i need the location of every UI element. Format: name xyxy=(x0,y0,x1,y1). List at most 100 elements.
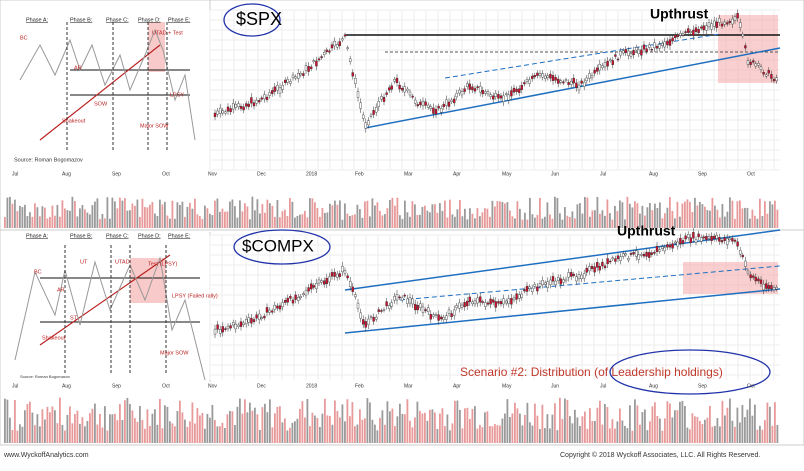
candle xyxy=(471,301,474,305)
volume-bar xyxy=(76,216,79,228)
candle xyxy=(505,300,508,304)
candle xyxy=(767,285,770,289)
scenario: Scenario #2: Distribution (of Leadership… xyxy=(460,365,723,379)
month-label: Aug xyxy=(649,171,658,177)
volume-bar xyxy=(581,416,584,443)
volume-bar xyxy=(321,208,324,228)
volume-bar xyxy=(509,210,511,228)
volume-bar xyxy=(739,200,741,228)
candle xyxy=(531,287,534,292)
volume-bar xyxy=(31,216,34,228)
volume-bar xyxy=(19,424,21,443)
candle xyxy=(588,73,591,79)
volume-bar xyxy=(374,424,376,443)
volume-bar xyxy=(399,403,401,443)
volume-bar xyxy=(349,215,351,228)
volume-bar xyxy=(746,207,749,228)
candle xyxy=(429,313,432,320)
candle xyxy=(689,31,692,33)
volume-bar xyxy=(451,423,454,443)
candle xyxy=(648,44,651,48)
volume-bar xyxy=(501,201,504,228)
candle xyxy=(624,49,627,54)
candle xyxy=(715,234,718,239)
candle xyxy=(450,313,453,318)
volume-bar xyxy=(474,218,476,228)
candle xyxy=(653,42,656,49)
volume-bar xyxy=(334,200,336,228)
candle xyxy=(637,254,640,260)
volume-bar xyxy=(536,415,539,443)
candle xyxy=(611,257,614,260)
volume-bar xyxy=(509,417,511,443)
candle xyxy=(741,254,744,258)
candle xyxy=(762,283,765,291)
volume-bar xyxy=(551,414,554,443)
candle xyxy=(668,39,672,46)
candle xyxy=(616,255,620,260)
volume-bar xyxy=(396,416,399,443)
candle xyxy=(562,81,565,84)
volume-bar xyxy=(346,399,349,443)
volume-bar xyxy=(166,406,169,443)
volume-bar xyxy=(204,428,206,443)
volume-bar xyxy=(579,203,581,228)
volume-bar xyxy=(679,401,681,443)
month-label: Jun xyxy=(551,383,559,389)
candle xyxy=(455,92,458,98)
volume-bar xyxy=(606,407,609,443)
volume-bar xyxy=(94,201,96,228)
volume-bar xyxy=(284,209,286,228)
volume-bar xyxy=(69,406,71,443)
volume-bar xyxy=(464,208,466,228)
candle xyxy=(221,326,225,333)
volume-bar xyxy=(599,213,601,228)
candle xyxy=(619,51,622,56)
volume-bar xyxy=(14,199,16,228)
volume-bar xyxy=(774,200,776,228)
candle xyxy=(694,27,698,32)
volume-bar xyxy=(709,405,711,443)
candle xyxy=(231,322,235,326)
candle xyxy=(629,253,633,255)
candle xyxy=(770,74,773,79)
volume-bar xyxy=(299,214,301,228)
volume-bar xyxy=(649,421,651,443)
volume-bar xyxy=(241,413,244,443)
candle xyxy=(260,317,263,320)
volume-bar xyxy=(769,201,771,228)
volume-bar xyxy=(131,203,134,228)
volume-bar xyxy=(146,207,149,228)
candle xyxy=(710,235,713,241)
candle xyxy=(221,110,225,114)
candle xyxy=(481,90,484,95)
candle xyxy=(442,103,445,108)
month-label: May xyxy=(502,171,512,177)
candle xyxy=(554,77,557,81)
volume-bar xyxy=(6,197,9,228)
volume-bar xyxy=(189,202,191,228)
candle xyxy=(229,325,232,329)
candle xyxy=(676,34,679,38)
volume-bar xyxy=(311,412,314,443)
candle xyxy=(593,69,596,74)
volume-bar xyxy=(49,412,51,443)
candle xyxy=(739,22,742,28)
candle xyxy=(297,297,300,301)
candle xyxy=(377,309,380,312)
volume-bar xyxy=(156,215,159,228)
candle xyxy=(728,20,731,23)
candle xyxy=(557,277,560,281)
candle xyxy=(754,63,757,67)
volume-bar xyxy=(676,410,679,443)
volume-bar xyxy=(139,216,141,228)
volume-bar xyxy=(636,203,639,228)
candle xyxy=(406,88,409,92)
candle xyxy=(375,107,378,113)
volume-bar xyxy=(764,420,766,443)
volume-bar xyxy=(124,198,126,228)
candle xyxy=(684,235,687,240)
schematic-label: AR xyxy=(57,287,65,293)
volume-bar xyxy=(306,398,309,443)
volume-bar xyxy=(346,213,349,228)
